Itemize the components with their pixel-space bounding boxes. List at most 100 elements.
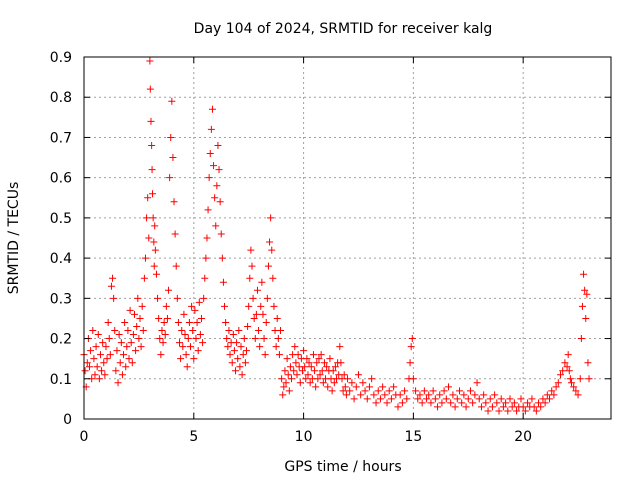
data-point (163, 314, 171, 322)
data-point (440, 387, 448, 395)
data-point (495, 407, 503, 415)
data-point (416, 391, 424, 399)
y-tick-label: 0.5 (50, 211, 72, 227)
data-point (336, 343, 344, 351)
data-point (128, 359, 136, 367)
data-point (532, 407, 540, 415)
data-point (215, 166, 223, 174)
data-point (251, 335, 259, 343)
data-point (83, 359, 91, 367)
data-point (238, 371, 246, 379)
data-point (570, 383, 578, 391)
data-point (363, 395, 371, 403)
data-point (183, 363, 191, 371)
data-point (368, 375, 376, 383)
data-point (506, 395, 514, 403)
y-tick-label: 0.2 (50, 332, 72, 348)
data-point (301, 363, 309, 371)
data-point (559, 367, 567, 375)
data-point (132, 347, 140, 355)
data-point (504, 407, 512, 415)
data-point (293, 371, 301, 379)
data-point (139, 327, 147, 335)
data-point (186, 343, 194, 351)
data-point (91, 371, 99, 379)
data-point (159, 339, 167, 347)
data-point (233, 339, 241, 347)
data-point (171, 230, 179, 238)
data-point (390, 383, 398, 391)
data-point (317, 351, 325, 359)
data-point (530, 403, 538, 411)
data-point (431, 395, 439, 403)
data-point (229, 331, 237, 339)
data-point (248, 262, 256, 270)
data-point (193, 318, 201, 326)
data-point (537, 403, 545, 411)
data-point (313, 359, 321, 367)
data-point (346, 387, 354, 395)
data-point (259, 310, 267, 318)
data-point (177, 355, 185, 363)
data-point (147, 117, 155, 125)
data-point (398, 399, 406, 407)
data-point (548, 387, 556, 395)
data-point (314, 375, 322, 383)
data-point (174, 318, 182, 326)
data-point (566, 375, 574, 383)
data-point (312, 383, 320, 391)
data-point (307, 363, 315, 371)
data-point (216, 198, 224, 206)
data-point (264, 262, 272, 270)
data-point (480, 391, 488, 399)
data-point (206, 150, 214, 158)
axis-ticks (83, 56, 611, 420)
data-point (326, 355, 334, 363)
data-point (98, 367, 106, 375)
data-point (112, 367, 120, 375)
data-point (90, 355, 98, 363)
data-point (365, 383, 373, 391)
data-point (482, 399, 490, 407)
data-point (114, 379, 122, 387)
data-point (539, 395, 547, 403)
data-point (140, 274, 148, 282)
data-point (185, 318, 193, 326)
data-point (81, 367, 89, 375)
data-point (180, 310, 188, 318)
data-point (339, 387, 347, 395)
data-point (409, 375, 417, 383)
data-point (135, 335, 143, 343)
data-point (462, 403, 470, 411)
data-point (574, 391, 582, 399)
data-point (173, 294, 181, 302)
data-point (458, 399, 466, 407)
data-point (556, 371, 564, 379)
data-point (184, 335, 192, 343)
data-point (581, 286, 589, 294)
data-point (246, 274, 254, 282)
data-point (394, 403, 402, 411)
data-point (223, 335, 231, 343)
y-axis-title: SRMTID / TECUs (6, 182, 22, 295)
data-point (253, 286, 261, 294)
x-axis-title: GPS time / hours (284, 459, 401, 475)
data-point (354, 371, 362, 379)
data-point (236, 363, 244, 371)
data-point (285, 387, 293, 395)
data-point (447, 399, 455, 407)
y-tick-label: 0 (63, 412, 72, 428)
data-point (305, 359, 313, 367)
data-point (106, 351, 114, 359)
data-point (466, 387, 474, 395)
data-point (370, 391, 378, 399)
data-point (131, 310, 139, 318)
data-point (407, 343, 415, 351)
data-point (552, 383, 560, 391)
data-point (117, 339, 125, 347)
data-point (316, 371, 324, 379)
data-point (137, 343, 145, 351)
data-point (274, 335, 282, 343)
data-point (442, 395, 450, 403)
data-point (234, 355, 242, 363)
